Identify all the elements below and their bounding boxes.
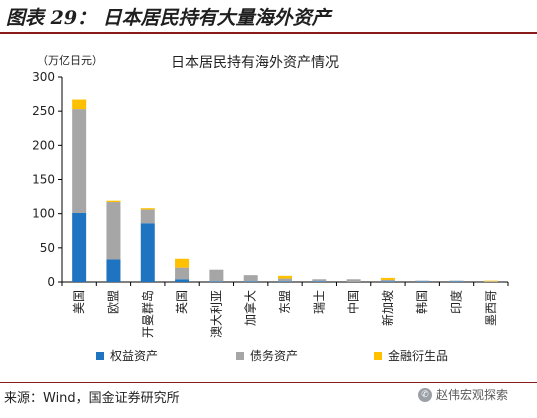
bar-segment bbox=[209, 281, 224, 282]
bar-segment bbox=[278, 281, 292, 282]
bar-segment bbox=[209, 269, 224, 282]
watermark: ✆ 赵伟宏观探索 bbox=[418, 386, 508, 403]
source-note: 来源：Wind，国金证券研究所 bbox=[4, 391, 180, 406]
legend-swatch bbox=[236, 352, 244, 360]
stacked-bar-chart: 日本居民持有海外资产情况 （万亿日元） 0 50 100 150 200 250 300 美… bbox=[32, 54, 509, 363]
y-tick-label: 200 bbox=[32, 138, 55, 152]
legend-label: 权益资产 bbox=[110, 349, 158, 363]
bar-segment bbox=[278, 275, 292, 279]
x-tick-label: 开曼群岛 bbox=[140, 290, 155, 338]
bar-segment bbox=[312, 281, 327, 282]
y-tick-label: 100 bbox=[32, 207, 55, 221]
y-axis: 0 50 100 150 200 250 300 bbox=[32, 70, 63, 289]
bar-segment bbox=[483, 281, 498, 282]
watermark-text: 赵伟宏观探索 bbox=[436, 388, 509, 402]
bar-segment bbox=[175, 267, 190, 280]
x-tick-label: 美国 bbox=[72, 290, 86, 314]
bar-segment bbox=[106, 259, 121, 282]
x-tick-label: 澳大利亚 bbox=[209, 290, 223, 338]
bar-segment bbox=[72, 99, 87, 110]
x-tick-label: 墨西哥 bbox=[484, 290, 498, 326]
bar-segment bbox=[380, 277, 395, 280]
bar-segment bbox=[140, 209, 155, 224]
bar-segment bbox=[140, 223, 155, 282]
bar-segment bbox=[106, 200, 121, 203]
x-tick-label: 加拿大 bbox=[243, 290, 258, 326]
legend-swatch bbox=[96, 352, 104, 360]
y-tick-label: 150 bbox=[32, 173, 55, 187]
bar-segment bbox=[278, 278, 292, 282]
x-tick-label: 东盟 bbox=[278, 290, 292, 314]
x-tick-label: 欧盟 bbox=[106, 290, 120, 314]
y-axis-unit-label: （万亿日元） bbox=[37, 54, 103, 67]
chart-title: 日本居民持有海外资产情况 bbox=[171, 55, 339, 71]
title-divider bbox=[0, 32, 537, 34]
legend-swatch bbox=[374, 352, 382, 360]
bar-segment bbox=[449, 281, 464, 282]
bar-segment bbox=[140, 208, 155, 210]
x-tick-label: 新加坡 bbox=[380, 290, 395, 326]
bar-segment bbox=[175, 258, 190, 268]
legend: 权益资产 债务资产 金融衍生品 bbox=[96, 348, 448, 363]
legend-label: 债务资产 bbox=[250, 348, 298, 363]
x-axis: 美国 欧盟 开曼群岛 英国 澳大利亚 加拿大 东盟 瑞士 中国 新加坡 韩国 印度 墨西哥 bbox=[61, 281, 509, 338]
x-tick-label: 英国 bbox=[175, 290, 189, 314]
y-tick-label: 250 bbox=[32, 104, 55, 118]
y-tick-label: 0 bbox=[47, 275, 55, 289]
source-divider bbox=[0, 382, 537, 383]
bar-segment bbox=[106, 202, 121, 260]
bar-segment bbox=[243, 281, 258, 282]
bar-segment bbox=[312, 279, 327, 282]
legend-label: 金融衍生品 bbox=[388, 348, 448, 363]
figure-title: 图表 29： 日本居民持有大量海外资产 bbox=[6, 7, 331, 29]
bar-segment bbox=[346, 279, 361, 282]
bar-segment bbox=[483, 280, 498, 282]
bar-segment bbox=[449, 280, 464, 282]
bar-segment bbox=[175, 279, 190, 282]
wechat-icon: ✆ bbox=[418, 387, 432, 402]
x-tick-label: 印度 bbox=[449, 290, 464, 314]
bar-segment bbox=[380, 279, 395, 282]
x-tick-label: 瑞士 bbox=[312, 290, 326, 314]
bar-segment bbox=[72, 109, 87, 213]
bar-segment bbox=[380, 281, 395, 282]
y-tick-label: 300 bbox=[32, 70, 55, 84]
bar-segment bbox=[72, 212, 87, 282]
bar-segment bbox=[243, 275, 258, 282]
x-tick-label: 中国 bbox=[346, 290, 361, 314]
y-tick-label: 50 bbox=[40, 241, 55, 255]
bar-segment bbox=[415, 280, 430, 282]
bar-segment bbox=[415, 281, 430, 282]
x-tick-label: 韩国 bbox=[414, 290, 429, 314]
bars-group bbox=[72, 99, 498, 282]
